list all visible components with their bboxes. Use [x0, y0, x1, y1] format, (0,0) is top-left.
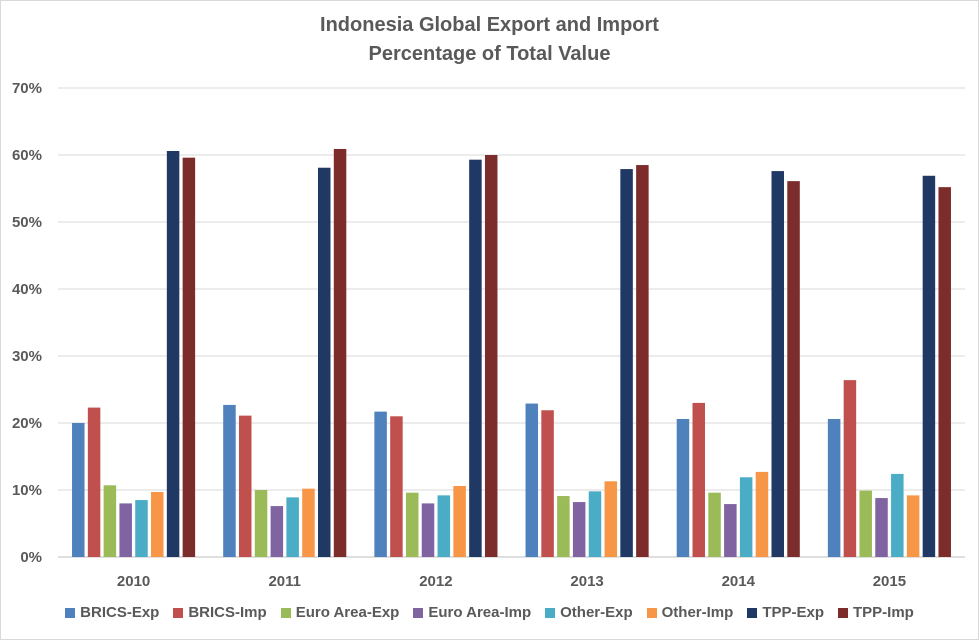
legend-item: TPP-Exp	[747, 604, 824, 621]
x-tick-label: 2011	[268, 573, 301, 590]
legend-swatch	[173, 607, 184, 618]
bar	[771, 171, 784, 557]
bar	[374, 411, 387, 557]
bar	[827, 418, 841, 557]
y-tick-label: 40%	[12, 281, 42, 298]
bar	[119, 503, 132, 557]
y-tick-label: 10%	[12, 482, 42, 499]
legend-item: BRICS-Exp	[65, 604, 159, 621]
bar	[87, 407, 101, 557]
bar	[588, 491, 602, 557]
legend-item: Other-Imp	[646, 604, 734, 621]
bar	[724, 504, 737, 557]
bar	[135, 500, 148, 557]
bar	[318, 167, 331, 558]
legend-item: BRICS-Imp	[173, 604, 267, 621]
legend-label: Other-Exp	[560, 604, 633, 621]
x-tick-label: 2014	[722, 573, 756, 590]
legend-label: Euro Area-Exp	[295, 604, 400, 621]
bar	[390, 416, 403, 557]
chart-subtitle: Percentage of Total Value	[368, 43, 611, 65]
legend-item: TPP-Imp	[838, 604, 914, 621]
x-tick-label: 2013	[570, 573, 603, 590]
bar	[938, 187, 951, 557]
bar	[541, 410, 554, 557]
bar	[239, 415, 252, 557]
legend-swatch	[838, 607, 848, 618]
bar	[875, 498, 888, 557]
y-tick-label: 0%	[20, 549, 42, 566]
x-tick-label: 2015	[873, 573, 906, 590]
bar	[254, 490, 268, 557]
bar	[469, 159, 482, 557]
bar	[166, 150, 180, 558]
bar	[405, 492, 419, 557]
chart-title: Indonesia Global Export and Import	[320, 14, 659, 36]
bar	[270, 506, 284, 557]
bar	[72, 423, 85, 557]
bar	[223, 404, 236, 557]
legend-swatch	[545, 607, 556, 618]
legend-label: TPP-Exp	[762, 604, 824, 621]
y-tick-label: 50%	[12, 214, 42, 231]
bar	[906, 495, 920, 557]
bar	[859, 490, 872, 557]
bar	[525, 403, 539, 557]
legend-swatch	[413, 607, 424, 618]
x-tick-label: 2012	[419, 573, 452, 590]
legend-item: Euro Area-Exp	[280, 604, 400, 621]
bar	[453, 485, 466, 557]
y-tick-label: 30%	[12, 348, 42, 365]
bar	[151, 492, 164, 557]
legend-label: TPP-Imp	[853, 604, 914, 621]
bar	[692, 402, 705, 557]
bar	[787, 181, 800, 557]
legend-label: Euro Area-Imp	[428, 604, 532, 621]
bar	[286, 497, 299, 557]
legend-swatch	[65, 607, 76, 618]
legend-label: BRICS-Exp	[80, 604, 160, 621]
bar	[922, 175, 936, 557]
legend-item: Euro Area-Imp	[413, 604, 531, 621]
bar	[557, 496, 570, 557]
bar	[421, 503, 435, 557]
bar	[755, 471, 769, 557]
bar	[572, 502, 586, 557]
y-tick-label: 20%	[12, 415, 42, 432]
legend-label: Other-Imp	[661, 604, 734, 621]
legend-label: BRICS-Imp	[188, 604, 267, 621]
bar	[891, 473, 904, 557]
bar	[333, 148, 347, 557]
y-tick-label: 70%	[12, 80, 42, 97]
legend-swatch	[280, 607, 291, 618]
bar	[620, 169, 633, 557]
bar	[843, 380, 857, 557]
x-tick-label: 2010	[117, 573, 150, 590]
chart-legend: BRICS-Exp BRICS-Imp Euro Area-Exp Euro Area…	[0, 604, 979, 621]
bar	[739, 477, 753, 557]
bar	[302, 488, 315, 557]
bar	[484, 155, 498, 557]
bar	[437, 495, 451, 557]
legend-swatch	[646, 607, 657, 618]
legend-item: Other-Exp	[545, 604, 633, 621]
bar	[182, 157, 196, 557]
bar	[676, 418, 690, 557]
bar	[604, 481, 618, 557]
bar	[708, 492, 721, 557]
bar	[103, 485, 117, 557]
bar	[636, 165, 649, 558]
legend-swatch	[747, 607, 758, 618]
y-tick-label: 60%	[12, 147, 42, 164]
